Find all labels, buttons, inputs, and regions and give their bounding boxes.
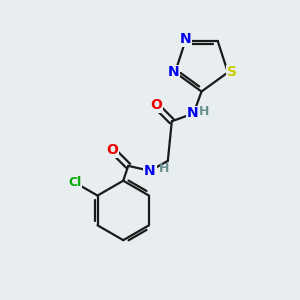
Text: Cl: Cl bbox=[68, 176, 81, 189]
Text: N: N bbox=[179, 32, 191, 46]
Text: H: H bbox=[199, 105, 210, 118]
Text: O: O bbox=[106, 143, 118, 157]
Text: S: S bbox=[227, 65, 237, 80]
Text: O: O bbox=[150, 98, 162, 112]
Text: H: H bbox=[159, 162, 169, 175]
Text: N: N bbox=[187, 106, 198, 120]
Text: N: N bbox=[167, 65, 179, 80]
Text: N: N bbox=[144, 164, 156, 178]
